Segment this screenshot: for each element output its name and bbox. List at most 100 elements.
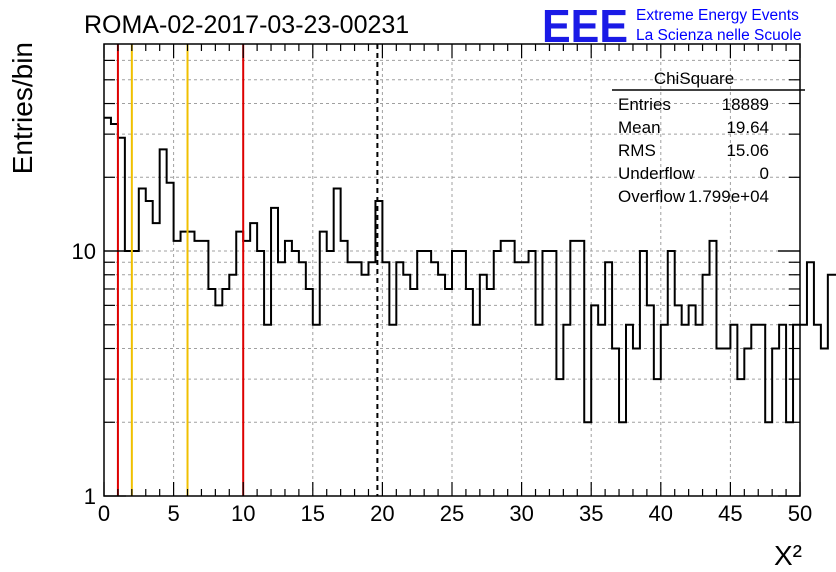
histogram-bin-42	[396, 262, 403, 496]
histogram-bin-80	[661, 325, 668, 496]
histogram-bin-92	[744, 349, 751, 496]
stats-value-overflow: 1.799e+04	[688, 187, 769, 206]
histogram-bin-56	[494, 251, 501, 496]
histogram-bin-53	[473, 325, 480, 496]
histogram-bin-102	[814, 325, 821, 496]
histogram-bin-21	[250, 223, 257, 496]
histogram-bin-2	[118, 138, 125, 496]
histogram-bin-90	[730, 325, 737, 496]
x-tick-label-8: 40	[649, 501, 673, 526]
histogram-bin-64	[549, 251, 556, 496]
stats-label-entries: Entries	[618, 95, 671, 114]
histogram-bin-17	[222, 289, 229, 496]
histogram-bin-13	[194, 241, 201, 496]
histogram-bin-50	[452, 251, 459, 496]
histogram-bin-27	[292, 251, 299, 496]
histogram-bin-82	[675, 305, 682, 496]
histogram-bin-57	[501, 241, 508, 496]
x-tick-label-7: 35	[579, 501, 603, 526]
logo-line-2: La Scienza nelle Scuole	[636, 27, 801, 44]
histogram-bin-63	[542, 251, 549, 496]
histogram-bin-101	[807, 262, 814, 496]
histogram-bin-66	[563, 325, 570, 496]
histogram-bin-15	[208, 289, 215, 496]
histogram-bin-89	[723, 349, 730, 496]
histogram-bin-18	[229, 275, 236, 496]
histogram-bin-24	[271, 208, 278, 496]
axis-ticks	[103, 44, 801, 497]
histogram-bin-73	[612, 349, 619, 496]
x-tick-label-0: 0	[98, 501, 110, 526]
histogram-bin-16	[215, 305, 222, 496]
histogram-bin-75	[626, 325, 633, 496]
x-tick-label-4: 20	[370, 501, 394, 526]
chart-title: ROMA-02-2017-03-23-00231	[84, 11, 409, 39]
histogram-bin-35	[348, 262, 355, 496]
stats-box-title: ChiSquare	[654, 69, 734, 88]
histogram-bin-59	[515, 262, 522, 496]
histogram-bin-10	[174, 241, 181, 496]
histogram-bin-61	[529, 251, 536, 496]
histogram-bin-8	[160, 149, 167, 496]
histogram-bin-14	[201, 241, 208, 496]
histogram-bin-77	[640, 251, 647, 496]
histogram-bin-93	[751, 325, 758, 496]
histogram-bin-85	[696, 325, 703, 496]
histogram-bin-5	[139, 188, 146, 496]
y-axis-title: Entries/bin	[7, 42, 38, 174]
histogram-bin-25	[278, 262, 285, 496]
histogram-bin-6	[146, 201, 153, 496]
histogram-bin-71	[598, 325, 605, 496]
histogram-bin-100	[800, 325, 807, 496]
histogram-bin-45	[417, 251, 424, 496]
x-tick-label-9: 45	[718, 501, 742, 526]
histogram-bin-7	[153, 223, 160, 496]
histogram-bin-23	[264, 325, 271, 496]
histogram-bin-4	[132, 251, 139, 496]
histogram-bin-67	[570, 241, 577, 496]
histogram-bin-62	[536, 325, 543, 496]
histogram-bin-58	[508, 241, 515, 496]
histogram-bin-54	[480, 275, 487, 496]
x-tick-label-1: 5	[167, 501, 179, 526]
histogram-bin-19	[236, 232, 243, 496]
histogram-bin-36	[355, 262, 362, 496]
eee-logo: EEE Extreme Energy Events La Scienza nel…	[542, 0, 801, 52]
histogram-bin-72	[605, 262, 612, 496]
histogram-bin-9	[167, 183, 174, 496]
histogram-bin-99	[793, 325, 800, 496]
histogram-bin-47	[431, 262, 438, 496]
histogram-bin-69	[584, 422, 591, 496]
histogram-bin-0	[104, 118, 111, 496]
histogram-bin-34	[341, 241, 348, 496]
histogram-bin-46	[424, 251, 431, 496]
histogram-bin-28	[299, 262, 306, 496]
histogram-bin-104	[828, 275, 835, 496]
histogram-bin-44	[410, 289, 417, 496]
histogram-bin-48	[438, 275, 445, 496]
histogram-bin-103	[821, 349, 828, 496]
x-tick-label-3: 15	[301, 501, 325, 526]
stats-label-mean: Mean	[618, 118, 661, 137]
histogram-bin-30	[313, 325, 320, 496]
histogram-bin-65	[556, 379, 563, 496]
histogram-bin-26	[285, 241, 292, 496]
histogram-bin-11	[181, 232, 188, 496]
stats-label-underflow: Underflow	[618, 164, 695, 183]
histogram-bin-40	[382, 262, 389, 496]
x-tick-label-2: 10	[231, 501, 255, 526]
stats-label-overflow: Overflow	[618, 187, 686, 206]
histogram-bin-41	[389, 325, 396, 496]
threshold-lines	[116, 44, 379, 496]
histogram-bins	[104, 116, 836, 496]
histogram-bin-94	[758, 325, 765, 496]
x-tick-label-5: 25	[440, 501, 464, 526]
histogram-bin-49	[445, 289, 452, 496]
histogram-bin-74	[619, 422, 626, 496]
histogram-bin-31	[320, 232, 327, 496]
histogram-bin-12	[188, 232, 195, 496]
stats-value-entries: 18889	[722, 95, 769, 114]
stats-value-mean: 19.64	[726, 118, 769, 137]
axis-tick-labels: 0 5 10 15 20 25 30 35 40 45 50 1 10	[72, 239, 813, 526]
